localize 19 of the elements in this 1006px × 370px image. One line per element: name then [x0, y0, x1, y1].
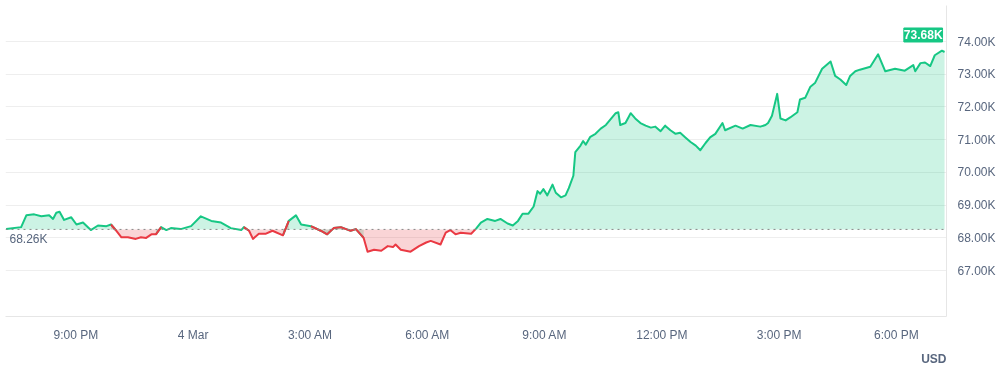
x-tick-label: 6:00 AM — [405, 327, 450, 342]
y-tick-label: 73.00K — [957, 67, 996, 82]
x-tick-label: 4 Mar — [177, 327, 209, 342]
x-tick-label: 6:00 PM — [874, 327, 919, 342]
y-tick-label: 70.00K — [957, 165, 996, 180]
x-tick-label: 3:00 PM — [756, 327, 802, 342]
y-tick-label: 69.00K — [957, 198, 996, 213]
y-tick-label: 74.00K — [957, 34, 996, 49]
y-tick-label: 71.00K — [957, 132, 996, 147]
x-tick-label: 3:00 AM — [287, 327, 332, 342]
ref-line-label: 68.26K — [9, 232, 48, 247]
y-tick-label: 68.00K — [957, 230, 996, 245]
x-tick-label: 12:00 PM — [636, 327, 688, 342]
annotation: 73.68K — [903, 27, 943, 42]
x-tick-label: 9:00 PM — [53, 327, 99, 342]
text: USD — [921, 351, 947, 366]
y-tick-label: 67.00K — [957, 263, 996, 278]
y-tick-label: 72.00K — [957, 99, 996, 114]
x-tick-label: 9:00 AM — [522, 327, 567, 342]
